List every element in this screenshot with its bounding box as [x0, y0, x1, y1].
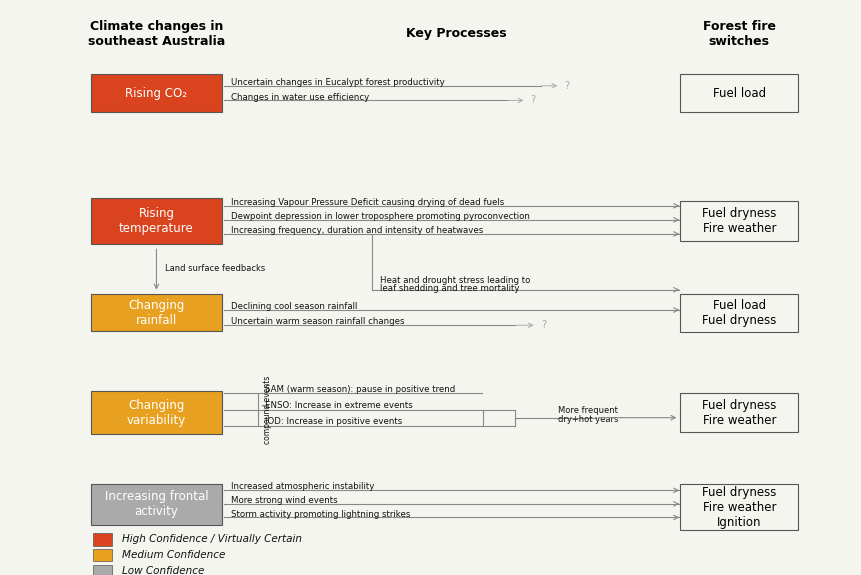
Text: Increasing frequency, duration and intensity of heatwaves: Increasing frequency, duration and inten…: [231, 226, 482, 235]
FancyBboxPatch shape: [91, 484, 221, 525]
Text: SAM (warm season): pause in positive trend: SAM (warm season): pause in positive tre…: [264, 385, 455, 394]
Text: More frequent: More frequent: [557, 407, 616, 415]
Text: Fuel dryness
Fire weather: Fuel dryness Fire weather: [702, 207, 776, 235]
Text: Heat and drought stress leading to: Heat and drought stress leading to: [380, 275, 530, 285]
Text: Land surface feedbacks: Land surface feedbacks: [164, 264, 265, 273]
FancyBboxPatch shape: [679, 294, 797, 332]
Text: Medium Confidence: Medium Confidence: [121, 550, 225, 560]
Text: Key Processes: Key Processes: [406, 28, 506, 40]
Text: Fuel load
Fuel dryness: Fuel load Fuel dryness: [702, 299, 776, 327]
Text: Changing
variability: Changing variability: [127, 398, 186, 427]
FancyBboxPatch shape: [679, 74, 797, 112]
Text: ?: ?: [530, 95, 536, 105]
FancyBboxPatch shape: [679, 201, 797, 242]
Text: Changing
rainfall: Changing rainfall: [128, 299, 184, 327]
Text: compound events: compound events: [263, 375, 272, 444]
FancyBboxPatch shape: [679, 484, 797, 530]
Text: leaf shedding and tree mortality: leaf shedding and tree mortality: [380, 284, 519, 293]
Text: High Confidence / Virtually Certain: High Confidence / Virtually Certain: [121, 534, 301, 545]
FancyBboxPatch shape: [91, 294, 221, 331]
Text: Fuel load: Fuel load: [712, 87, 765, 99]
Text: Fuel dryness
Fire weather: Fuel dryness Fire weather: [702, 398, 776, 427]
Text: Storm activity promoting lightning strikes: Storm activity promoting lightning strik…: [231, 509, 410, 519]
Text: Rising CO₂: Rising CO₂: [126, 87, 187, 99]
FancyBboxPatch shape: [93, 565, 112, 575]
Text: Increased atmospheric instability: Increased atmospheric instability: [231, 482, 374, 492]
FancyBboxPatch shape: [93, 533, 112, 546]
FancyBboxPatch shape: [91, 198, 221, 244]
FancyBboxPatch shape: [91, 392, 221, 434]
Text: Rising
temperature: Rising temperature: [119, 207, 194, 235]
FancyBboxPatch shape: [679, 393, 797, 432]
Text: Changes in water use efficiency: Changes in water use efficiency: [231, 93, 369, 102]
Text: Increasing Vapour Pressure Deficit causing drying of dead fuels: Increasing Vapour Pressure Deficit causi…: [231, 198, 504, 207]
Text: Increasing frontal
activity: Increasing frontal activity: [104, 490, 208, 519]
Text: dry+hot years: dry+hot years: [557, 415, 617, 424]
Text: Climate changes in
southeast Australia: Climate changes in southeast Australia: [88, 20, 225, 48]
Text: ?: ?: [564, 81, 569, 91]
Text: ?: ?: [540, 320, 545, 330]
Text: Dewpoint depression in lower troposphere promoting pyroconvection: Dewpoint depression in lower troposphere…: [231, 212, 529, 221]
Text: Forest fire
switches: Forest fire switches: [702, 20, 775, 48]
Text: Low Confidence: Low Confidence: [121, 566, 204, 575]
Text: More strong wind events: More strong wind events: [231, 496, 337, 505]
Text: Uncertain changes in Eucalypt forest productivity: Uncertain changes in Eucalypt forest pro…: [231, 78, 444, 87]
Text: Uncertain warm season rainfall changes: Uncertain warm season rainfall changes: [231, 317, 404, 327]
Text: ENSO: Increase in extreme events: ENSO: Increase in extreme events: [264, 401, 412, 411]
FancyBboxPatch shape: [93, 549, 112, 561]
FancyBboxPatch shape: [91, 74, 221, 112]
Text: IOD: Increase in positive events: IOD: Increase in positive events: [264, 417, 401, 426]
Text: Fuel dryness
Fire weather
Ignition: Fuel dryness Fire weather Ignition: [702, 486, 776, 529]
Text: Declining cool season rainfall: Declining cool season rainfall: [231, 302, 356, 311]
